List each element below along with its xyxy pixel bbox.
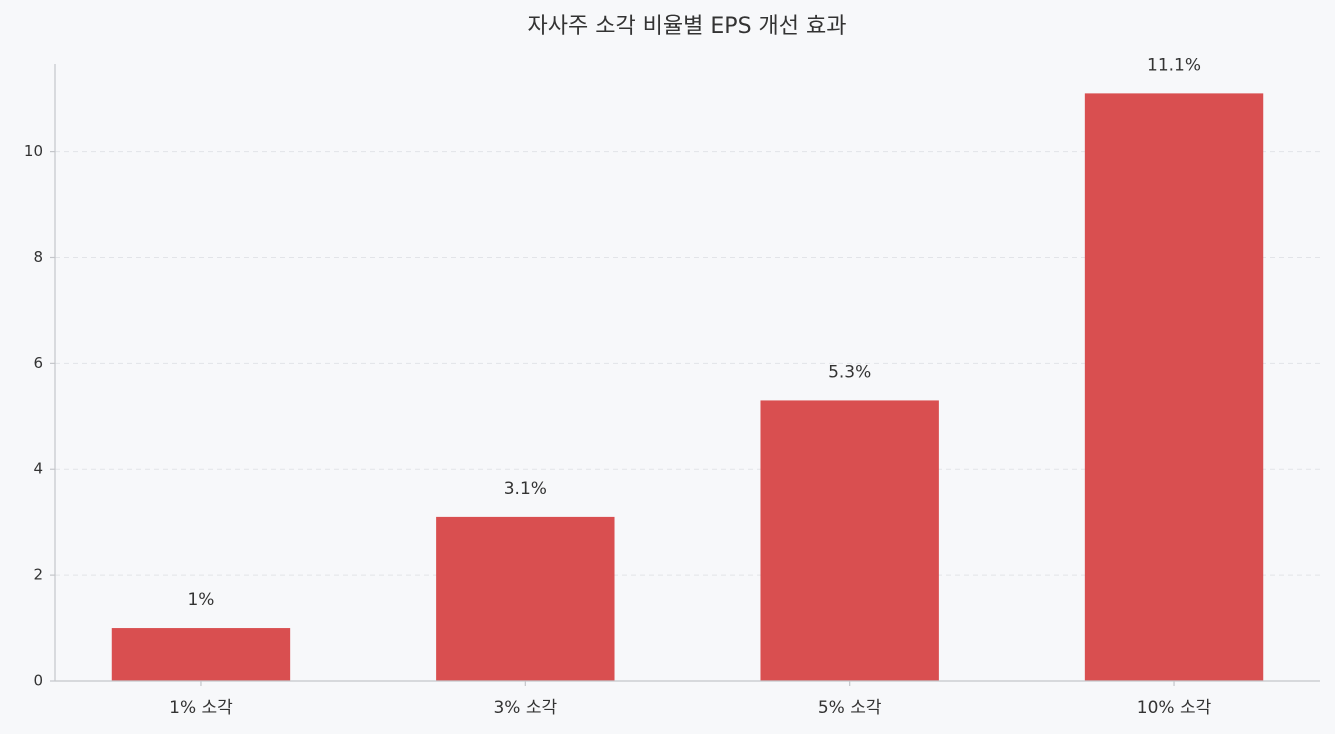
y-tick-label: 6 <box>33 354 43 372</box>
bar <box>436 516 615 681</box>
bar <box>760 400 939 681</box>
value-label: 1% <box>187 590 214 610</box>
bar <box>1084 93 1264 681</box>
y-tick-label: 0 <box>33 672 43 690</box>
y-tick-label: 4 <box>33 460 43 478</box>
x-tick-label: 5% 소각 <box>818 698 882 718</box>
chart-title: 자사주 소각 비율별 EPS 개선 효과 <box>528 14 847 39</box>
x-tick-label: 1% 소각 <box>169 698 233 718</box>
x-tick-label: 3% 소각 <box>493 698 557 718</box>
y-tick-label: 8 <box>33 248 43 266</box>
value-label: 5.3% <box>828 362 871 382</box>
value-label: 11.1% <box>1147 55 1201 75</box>
value-label: 3.1% <box>504 479 547 499</box>
y-tick-label: 10 <box>24 142 43 160</box>
x-tick-label: 10% 소각 <box>1137 698 1212 718</box>
bar <box>111 628 291 681</box>
y-tick-label: 2 <box>33 566 43 584</box>
